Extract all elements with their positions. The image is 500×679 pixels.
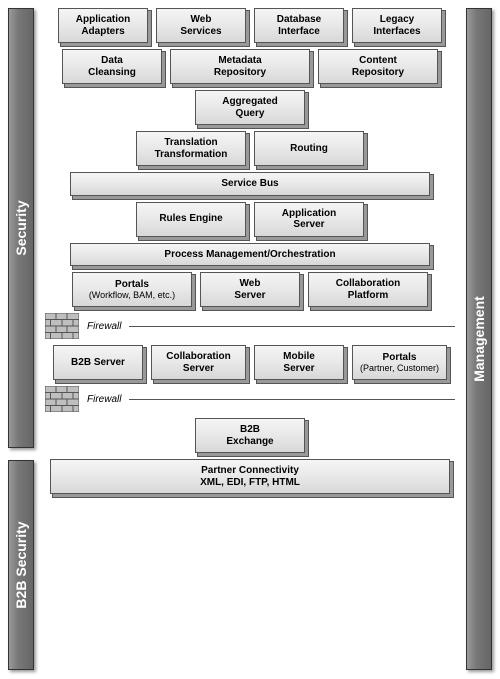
meta_repo-box: MetadataRepository xyxy=(170,49,310,84)
box-label-line1: Web xyxy=(191,14,212,26)
collab_server-box: CollaborationServer xyxy=(151,345,246,380)
diagram-row: DataCleansingMetadataRepositoryContentRe… xyxy=(45,49,455,84)
diagram-row: B2BExchange xyxy=(45,418,455,453)
firewall-label: Firewall xyxy=(87,394,121,405)
portals-box: Portals(Workflow, BAM, etc.) xyxy=(72,272,192,307)
diagram-main: ApplicationAdaptersWebServicesDatabaseIn… xyxy=(45,8,455,671)
box-label-line2: Server xyxy=(183,363,214,375)
firewall-row: Firewall xyxy=(45,386,455,412)
box-label-line1: Rules Engine xyxy=(159,213,222,225)
firewall-rule xyxy=(129,326,455,327)
box-sublabel: (Workflow, BAM, etc.) xyxy=(89,290,175,300)
service_bus-box: Service Bus xyxy=(70,172,430,196)
firewall-brick-icon xyxy=(45,313,79,339)
b2b_exchange-box: B2BExchange xyxy=(195,418,305,453)
box-label-line2: Transformation xyxy=(155,149,228,161)
box-label-line2: Exchange xyxy=(226,436,273,448)
box-label-line2: Server xyxy=(293,219,324,231)
security-sidebar-label: Security xyxy=(13,200,29,255)
box-sublabel: (Partner, Customer) xyxy=(360,363,439,373)
box-label-line2: Services xyxy=(180,26,221,38)
box-label-line1: Application xyxy=(76,14,130,26)
data_cleanse-box: DataCleansing xyxy=(62,49,162,84)
box-label-line2: Query xyxy=(236,108,265,120)
content_repo-box: ContentRepository xyxy=(318,49,438,84)
security-sidebar: Security xyxy=(8,8,34,448)
box-label-line1: Translation xyxy=(164,137,217,149)
db_interface-box: DatabaseInterface xyxy=(254,8,344,43)
diagram-row: Portals(Workflow, BAM, etc.)WebServerCol… xyxy=(45,272,455,307)
box-label-line2: Interfaces xyxy=(373,26,420,38)
box-label-line1: B2B Server xyxy=(71,357,125,369)
box-label-line1: Collaboration xyxy=(166,351,230,363)
management-sidebar: Management xyxy=(466,8,492,670)
web_services-box: WebServices xyxy=(156,8,246,43)
routing-box: Routing xyxy=(254,131,364,166)
box-label-line1: Routing xyxy=(290,143,328,155)
partner_conn-box: Partner ConnectivityXML, EDI, FTP, HTML xyxy=(50,459,450,494)
box-label-line1: B2B xyxy=(240,424,260,436)
box-label-line1: Database xyxy=(277,14,321,26)
box-label-line2: Server xyxy=(283,363,314,375)
box-label-line2: Adapters xyxy=(81,26,124,38)
b2b-security-sidebar-label: B2B Security xyxy=(13,521,29,608)
box-label-line1: Portals xyxy=(115,279,149,291)
diagram-row: TranslationTransformation Routing xyxy=(45,131,455,166)
box-label-line2: Platform xyxy=(348,290,389,302)
box-label-line2: XML, EDI, FTP, HTML xyxy=(200,477,300,489)
proc_mgmt-box: Process Management/Orchestration xyxy=(70,243,430,267)
box-label-line2: Server xyxy=(234,290,265,302)
diagram-row: ApplicationAdaptersWebServicesDatabaseIn… xyxy=(45,8,455,43)
collab_plat-box: CollaborationPlatform xyxy=(308,272,428,307)
box-label-line1: Portals xyxy=(383,352,417,364)
diagram-row: Service Bus xyxy=(45,172,455,196)
box-label-line1: Application xyxy=(282,208,336,220)
app_adapters-box: ApplicationAdapters xyxy=(58,8,148,43)
diagram-row: AggregatedQuery xyxy=(45,90,455,125)
box-label-line1: Data xyxy=(101,55,123,67)
b2b-security-sidebar: B2B Security xyxy=(8,460,34,670)
box-label-line1: Web xyxy=(240,278,261,290)
firewall-row: Firewall xyxy=(45,313,455,339)
diagram-row: Rules Engine ApplicationServer xyxy=(45,202,455,237)
box-label-line1: Collaboration xyxy=(336,278,400,290)
box-label-line1: Metadata xyxy=(218,55,261,67)
box-label-line2: Repository xyxy=(352,67,404,79)
box-label-line2: Interface xyxy=(278,26,320,38)
management-sidebar-label: Management xyxy=(471,296,487,382)
box-label-line1: Legacy xyxy=(380,14,414,26)
portals2-box: Portals(Partner, Customer) xyxy=(352,345,447,380)
box-label-line1: Content xyxy=(359,55,397,67)
diagram-row: Process Management/Orchestration xyxy=(45,243,455,267)
box-label-line1: Partner Connectivity xyxy=(201,465,299,477)
web_server-box: WebServer xyxy=(200,272,300,307)
b2b_server-box: B2B Server xyxy=(53,345,143,380)
diagram-row: B2B ServerCollaborationServerMobileServe… xyxy=(45,345,455,380)
agg_query-box: AggregatedQuery xyxy=(195,90,305,125)
diagram-row: Partner ConnectivityXML, EDI, FTP, HTML xyxy=(45,459,455,494)
legacy_if-box: LegacyInterfaces xyxy=(352,8,442,43)
firewall-rule xyxy=(129,399,455,400)
box-label-line2: Repository xyxy=(214,67,266,79)
box-label-line1: Process Management/Orchestration xyxy=(164,249,335,261)
box-label-line1: Aggregated xyxy=(222,96,278,108)
rules_engine-box: Rules Engine xyxy=(136,202,246,237)
box-label-line1: Mobile xyxy=(283,351,315,363)
trans_xform-box: TranslationTransformation xyxy=(136,131,246,166)
mobile_server-box: MobileServer xyxy=(254,345,344,380)
box-label-line1: Service Bus xyxy=(221,178,278,190)
app_server-box: ApplicationServer xyxy=(254,202,364,237)
box-label-line2: Cleansing xyxy=(88,67,136,79)
firewall-brick-icon xyxy=(45,386,79,412)
firewall-label: Firewall xyxy=(87,321,121,332)
